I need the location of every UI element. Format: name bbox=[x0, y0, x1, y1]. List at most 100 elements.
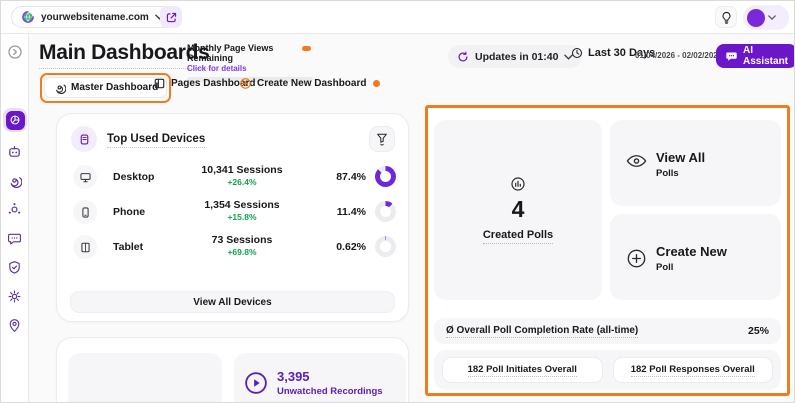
sidebar-item-integrations[interactable] bbox=[7, 202, 23, 218]
gear-icon bbox=[7, 289, 23, 304]
view-all-polls-tile[interactable]: View All Polls bbox=[610, 120, 781, 206]
device-change: +15.8% bbox=[227, 212, 257, 222]
period-selector[interactable]: Last 30 Days bbox=[571, 47, 655, 59]
clock-icon bbox=[571, 47, 583, 59]
plus-circle-icon bbox=[626, 248, 647, 269]
quota-progress-bar bbox=[187, 77, 313, 82]
spiral-icon bbox=[53, 81, 66, 94]
device-name: Tablet bbox=[113, 241, 144, 253]
filter-icon bbox=[376, 132, 388, 146]
external-link-icon bbox=[165, 11, 178, 24]
chevron-down-icon bbox=[768, 15, 776, 20]
devices-icon bbox=[71, 126, 97, 152]
site-selector[interactable]: yourwebsitename.com bbox=[11, 6, 174, 28]
top-used-devices-card: Top Used Devices Desktop 10,341 Sessions… bbox=[56, 113, 409, 322]
poll-initiates-pill[interactable]: 182 Poll Initiates Overall bbox=[442, 357, 603, 383]
created-polls-count: 4 bbox=[511, 196, 525, 222]
updates-timer-dropdown[interactable]: Updates in 01:40 bbox=[448, 45, 583, 68]
recordings-card: 3,395 Unwatched Recordings bbox=[56, 337, 409, 402]
device-row-phone[interactable]: Phone 1,354 Sessions +15.8% 11.4% bbox=[57, 197, 410, 227]
poll-completion-row[interactable]: Ø Overall Poll Completion Rate (all-time… bbox=[434, 318, 781, 344]
device-sessions: 1,354 Sessions bbox=[204, 199, 280, 211]
device-sessions: 10,341 Sessions bbox=[201, 164, 283, 176]
chat-dots-icon bbox=[7, 231, 23, 246]
view-all-title: View All bbox=[656, 150, 706, 165]
sidebar-item-assistant[interactable] bbox=[7, 144, 23, 160]
poll-responses-pill[interactable]: 182 Poll Responses Overall bbox=[612, 357, 773, 383]
device-name: Phone bbox=[113, 206, 146, 218]
dashboard-pie-icon bbox=[5, 110, 25, 130]
tab-pages-dashboard[interactable]: Pages Dashboard bbox=[153, 77, 255, 90]
device-sessions: 73 Sessions bbox=[211, 234, 273, 246]
quota-details-link[interactable]: Click for details bbox=[187, 64, 247, 73]
quota-title: Monthly Page Views Remaining bbox=[187, 43, 274, 63]
devices-card-title: Top Used Devices bbox=[107, 133, 206, 148]
period-label: Last 30 Days bbox=[588, 47, 656, 59]
spiral-icon bbox=[7, 173, 23, 188]
created-polls-tile[interactable]: 4 Created Polls bbox=[434, 120, 602, 300]
device-change: +69.8% bbox=[227, 247, 257, 257]
phone-icon bbox=[73, 200, 97, 224]
recordings-empty-tile bbox=[68, 353, 222, 402]
tab-master-dashboard[interactable]: Master Dashboard bbox=[44, 77, 168, 98]
devices-filter-button[interactable] bbox=[369, 126, 395, 152]
date-range-label: 01/04/2026 - 02/02/2026 bbox=[635, 51, 723, 60]
create-new-title: Create New bbox=[656, 244, 727, 259]
pages-icon bbox=[153, 77, 166, 90]
lightbulb-icon bbox=[720, 11, 733, 24]
poll-stats-container: 182 Poll Initiates Overall 182 Poll Resp… bbox=[434, 350, 781, 390]
ai-assistant-button[interactable]: AI Assistant bbox=[716, 44, 794, 68]
top-bar: yourwebsitename.com bbox=[1, 1, 794, 34]
orbit-icon bbox=[7, 202, 23, 217]
globe-icon bbox=[21, 10, 35, 24]
avatar bbox=[747, 8, 765, 27]
sidebar-item-visitors[interactable] bbox=[7, 318, 23, 334]
tablet-icon bbox=[73, 235, 97, 259]
sidebar-item-feedback[interactable] bbox=[7, 231, 23, 247]
device-row-desktop[interactable]: Desktop 10,341 Sessions +26.4% 87.4% bbox=[57, 162, 410, 192]
unwatched-count: 3,395 bbox=[277, 369, 310, 384]
refresh-icon bbox=[457, 51, 469, 63]
unwatched-label: Unwatched Recordings bbox=[277, 386, 383, 397]
device-change: +26.4% bbox=[227, 177, 257, 187]
device-name: Desktop bbox=[113, 171, 155, 183]
created-polls-label: Created Polls bbox=[482, 229, 554, 244]
ideas-button[interactable] bbox=[715, 6, 737, 28]
phone-share-donut bbox=[375, 201, 396, 222]
polls-panel: 4 Created Polls View All Polls Create Ne… bbox=[425, 105, 790, 396]
chat-icon bbox=[725, 50, 738, 63]
unwatched-recordings-tile[interactable]: 3,395 Unwatched Recordings bbox=[234, 353, 406, 402]
open-site-button[interactable] bbox=[160, 6, 182, 28]
desktop-icon bbox=[73, 165, 97, 189]
eye-icon bbox=[626, 154, 647, 168]
sidebar-item-dashboards[interactable] bbox=[3, 108, 27, 132]
view-all-devices-button[interactable]: View All Devices bbox=[70, 291, 395, 313]
ai-assistant-label: AI Assistant bbox=[743, 45, 789, 67]
poll-initiates-label: 182 Poll Initiates Overall bbox=[467, 363, 577, 377]
quota-alert-dot bbox=[302, 46, 311, 51]
tab-master-label: Master Dashboard bbox=[71, 82, 159, 93]
plus-circle-icon bbox=[239, 77, 252, 90]
desktop-share-donut bbox=[375, 166, 396, 187]
sidebar-item-settings[interactable] bbox=[7, 289, 23, 305]
pageviews-quota-widget[interactable]: Monthly Page Views Remaining Click for d… bbox=[187, 43, 313, 82]
play-icon bbox=[244, 371, 268, 395]
page-title: Main Dashboards bbox=[39, 41, 210, 69]
tab-create-dashboard[interactable]: Create New Dashboard bbox=[239, 77, 381, 90]
device-share: 11.4% bbox=[336, 206, 366, 218]
completion-label: Ø Overall Poll Completion Rate (all-time… bbox=[446, 324, 639, 338]
tab-pages-label: Pages Dashboard bbox=[171, 78, 256, 89]
create-new-poll-tile[interactable]: Create New Poll bbox=[610, 214, 781, 300]
sidebar-item-privacy[interactable] bbox=[7, 260, 23, 276]
account-menu[interactable] bbox=[743, 5, 789, 30]
updates-label: Updates in 01:40 bbox=[475, 50, 559, 63]
master-dashboard-highlight: Master Dashboard bbox=[40, 73, 172, 103]
poll-icon bbox=[510, 176, 526, 192]
tab-create-label: Create New Dashboard bbox=[257, 78, 367, 89]
site-name: yourwebsitename.com bbox=[41, 11, 149, 23]
sidebar-item-recordings[interactable] bbox=[7, 173, 23, 189]
view-all-sub: Polls bbox=[656, 168, 679, 179]
sidebar-toggle-button[interactable] bbox=[7, 44, 23, 60]
device-row-tablet[interactable]: Tablet 73 Sessions +69.8% 0.62% bbox=[57, 232, 410, 262]
completion-value: 25% bbox=[747, 325, 769, 337]
